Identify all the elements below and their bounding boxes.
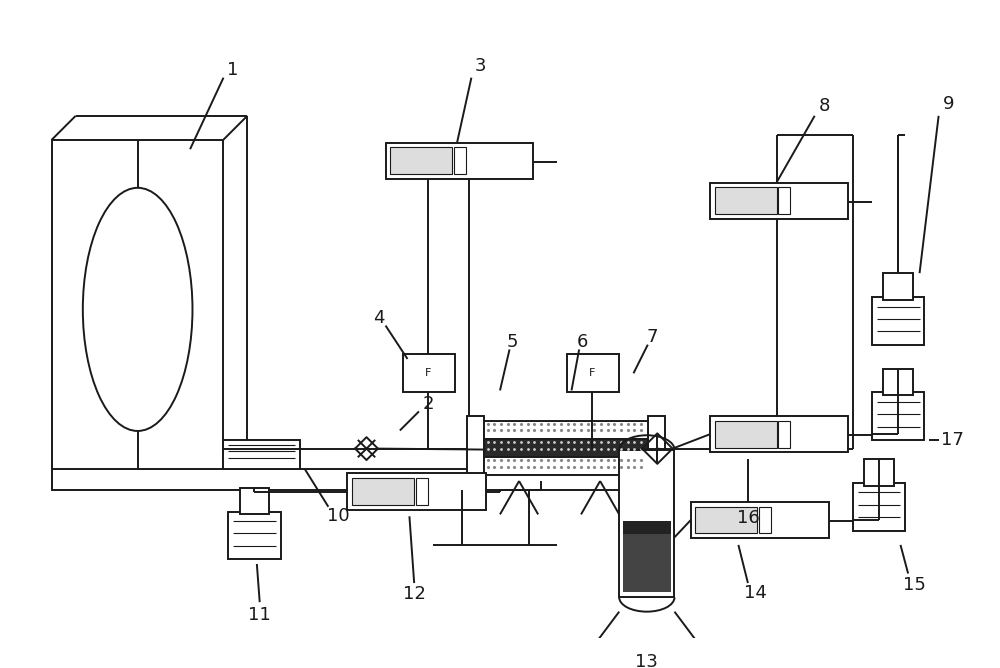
- Ellipse shape: [83, 188, 192, 431]
- Bar: [390, 147, 452, 174]
- Bar: [759, 507, 771, 534]
- Text: 10: 10: [327, 507, 349, 525]
- Text: 5: 5: [507, 333, 518, 351]
- Text: 13: 13: [635, 653, 658, 668]
- Text: 9: 9: [942, 96, 954, 114]
- Bar: [623, 521, 671, 534]
- Bar: [416, 478, 428, 505]
- Bar: [691, 502, 829, 538]
- Text: 14: 14: [744, 584, 767, 602]
- Bar: [567, 354, 619, 392]
- Bar: [228, 512, 281, 559]
- Bar: [403, 354, 455, 392]
- Bar: [778, 421, 790, 448]
- Bar: [484, 439, 648, 457]
- Bar: [715, 421, 777, 448]
- Text: 4: 4: [373, 309, 385, 327]
- Bar: [715, 187, 777, 214]
- Bar: [52, 469, 633, 490]
- Text: 7: 7: [647, 328, 658, 346]
- Bar: [872, 392, 924, 440]
- Text: 3: 3: [475, 57, 487, 75]
- Text: 16: 16: [737, 509, 759, 527]
- Bar: [484, 421, 648, 439]
- Bar: [872, 297, 924, 345]
- Text: 6: 6: [576, 333, 588, 351]
- Text: 12: 12: [403, 585, 426, 603]
- Bar: [386, 142, 533, 179]
- Bar: [623, 528, 671, 592]
- Bar: [454, 147, 466, 174]
- Text: F: F: [589, 368, 596, 378]
- Bar: [883, 273, 913, 300]
- Bar: [240, 488, 269, 514]
- Bar: [467, 416, 484, 481]
- Text: 2: 2: [423, 395, 434, 413]
- Bar: [864, 459, 894, 486]
- Bar: [619, 450, 674, 597]
- Text: 17: 17: [941, 431, 964, 449]
- Text: 15: 15: [903, 576, 926, 594]
- Bar: [347, 474, 486, 510]
- Bar: [695, 507, 757, 534]
- Text: 8: 8: [819, 98, 830, 116]
- Bar: [883, 369, 913, 395]
- Bar: [352, 478, 414, 505]
- Bar: [710, 416, 848, 452]
- Bar: [853, 483, 905, 530]
- Bar: [710, 182, 848, 219]
- Bar: [223, 440, 300, 469]
- Text: 11: 11: [248, 605, 271, 623]
- Text: F: F: [425, 368, 432, 378]
- Bar: [52, 140, 223, 478]
- Text: 1: 1: [227, 61, 239, 79]
- Bar: [778, 187, 790, 214]
- Bar: [484, 457, 648, 476]
- Bar: [648, 416, 665, 481]
